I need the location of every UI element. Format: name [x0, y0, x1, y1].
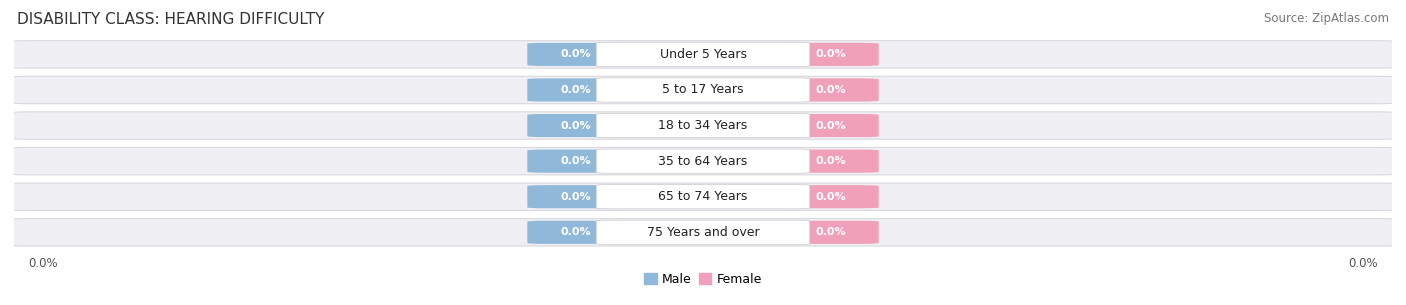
FancyBboxPatch shape	[782, 221, 879, 244]
FancyBboxPatch shape	[782, 185, 879, 208]
Text: 0.0%: 0.0%	[560, 192, 591, 202]
Text: DISABILITY CLASS: HEARING DIFFICULTY: DISABILITY CLASS: HEARING DIFFICULTY	[17, 12, 325, 27]
Text: 0.0%: 0.0%	[560, 120, 591, 131]
Text: 5 to 17 Years: 5 to 17 Years	[662, 84, 744, 96]
FancyBboxPatch shape	[527, 149, 624, 173]
FancyBboxPatch shape	[11, 112, 1395, 139]
Text: Source: ZipAtlas.com: Source: ZipAtlas.com	[1264, 12, 1389, 25]
Text: 35 to 64 Years: 35 to 64 Years	[658, 155, 748, 168]
FancyBboxPatch shape	[11, 76, 1395, 104]
FancyBboxPatch shape	[782, 78, 879, 102]
FancyBboxPatch shape	[527, 221, 624, 244]
FancyBboxPatch shape	[782, 43, 879, 66]
FancyBboxPatch shape	[11, 219, 1395, 246]
Text: 0.0%: 0.0%	[815, 49, 846, 59]
Text: 0.0%: 0.0%	[1348, 257, 1378, 270]
FancyBboxPatch shape	[527, 114, 624, 137]
FancyBboxPatch shape	[596, 185, 810, 209]
Text: 0.0%: 0.0%	[560, 85, 591, 95]
FancyBboxPatch shape	[596, 113, 810, 138]
FancyBboxPatch shape	[782, 149, 879, 173]
Text: 0.0%: 0.0%	[815, 227, 846, 237]
Text: 0.0%: 0.0%	[815, 85, 846, 95]
FancyBboxPatch shape	[596, 220, 810, 244]
Text: 0.0%: 0.0%	[28, 257, 58, 270]
FancyBboxPatch shape	[782, 114, 879, 137]
Text: 0.0%: 0.0%	[815, 120, 846, 131]
FancyBboxPatch shape	[596, 149, 810, 173]
Text: 0.0%: 0.0%	[815, 156, 846, 166]
Text: 18 to 34 Years: 18 to 34 Years	[658, 119, 748, 132]
FancyBboxPatch shape	[596, 42, 810, 66]
Text: 0.0%: 0.0%	[560, 156, 591, 166]
FancyBboxPatch shape	[527, 78, 624, 102]
FancyBboxPatch shape	[11, 147, 1395, 175]
Text: 0.0%: 0.0%	[815, 192, 846, 202]
FancyBboxPatch shape	[527, 185, 624, 208]
Text: 0.0%: 0.0%	[560, 227, 591, 237]
FancyBboxPatch shape	[11, 183, 1395, 210]
FancyBboxPatch shape	[596, 78, 810, 102]
Text: Under 5 Years: Under 5 Years	[659, 48, 747, 61]
Text: 0.0%: 0.0%	[560, 49, 591, 59]
FancyBboxPatch shape	[11, 41, 1395, 68]
Text: 75 Years and over: 75 Years and over	[647, 226, 759, 239]
FancyBboxPatch shape	[527, 43, 624, 66]
Text: 65 to 74 Years: 65 to 74 Years	[658, 190, 748, 203]
Legend: Male, Female: Male, Female	[640, 268, 766, 291]
